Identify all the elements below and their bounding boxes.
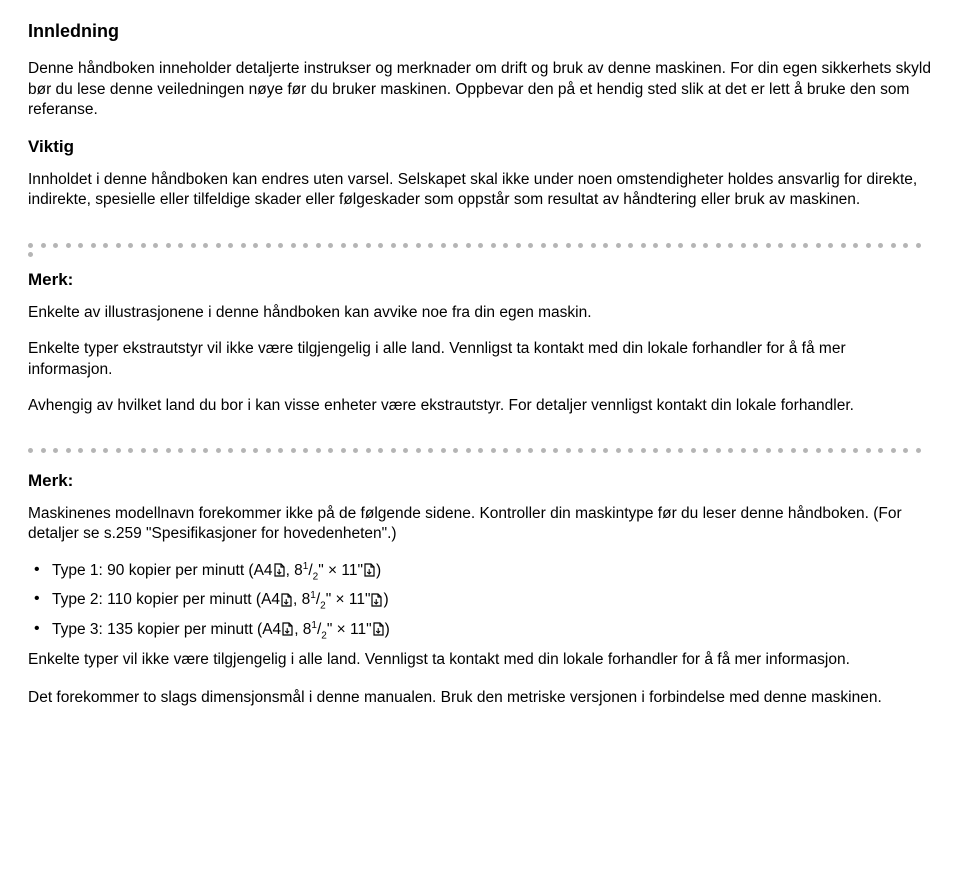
type-item: Type 1: 90 kopier per minutt (A4, 81/2" … (32, 560, 932, 583)
type-prefix: Type 3: 135 kopier per minutt (A4 (52, 621, 281, 638)
type-item: Type 2: 110 kopier per minutt (A4, 81/2"… (32, 589, 932, 612)
merk2-p1: Maskinenes modellnavn forekommer ikke på… (28, 504, 932, 544)
type-prefix: Type 1: 90 kopier per minutt (A4 (52, 562, 273, 579)
type-close: ) (383, 592, 388, 609)
page-icon (364, 563, 375, 577)
merk2-p3: Det forekommer to slags dimensjonsmål i … (28, 688, 932, 708)
page-title: Innledning (28, 20, 932, 43)
viktig-paragraph: Innholdet i denne håndboken kan endres u… (28, 170, 932, 210)
type-item: Type 3: 135 kopier per minutt (A4, 81/2"… (32, 619, 932, 642)
page-icon (282, 622, 293, 636)
type-tail: " × 11" (326, 592, 371, 609)
fraction-num: 1 (310, 590, 316, 601)
type-mid: , 8 (286, 562, 303, 579)
type-prefix: Type 2: 110 kopier per minutt (A4 (52, 592, 280, 609)
page-icon (274, 563, 285, 577)
merk1-p3: Avhengig av hvilket land du bor i kan vi… (28, 396, 932, 416)
page-icon (371, 593, 382, 607)
type-tail: " × 11" (327, 621, 372, 638)
type-mid: , 8 (293, 592, 310, 609)
merk2-p2: Enkelte typer vil ikke være tilgjengelig… (28, 650, 932, 670)
type-close: ) (385, 621, 390, 638)
page-icon (373, 622, 384, 636)
divider-dots-1 (28, 238, 932, 257)
merk1-p2: Enkelte typer ekstrautstyr vil ikke være… (28, 339, 932, 379)
fraction-num: 1 (303, 561, 309, 572)
section-heading-merk-1: Merk: (28, 269, 932, 291)
fraction-num: 1 (311, 620, 317, 631)
page-icon (281, 593, 292, 607)
type-mid: , 8 (294, 621, 311, 638)
type-tail: " × 11" (318, 562, 363, 579)
merk1-p1: Enkelte av illustrasjonene i denne håndb… (28, 303, 932, 323)
section-heading-viktig: Viktig (28, 136, 932, 158)
section-heading-merk-2: Merk: (28, 470, 932, 492)
intro-paragraph: Denne håndboken inneholder detaljerte in… (28, 59, 932, 119)
type-close: ) (376, 562, 381, 579)
divider-dots-2 (28, 444, 932, 458)
type-list: Type 1: 90 kopier per minutt (A4, 81/2" … (28, 560, 932, 642)
